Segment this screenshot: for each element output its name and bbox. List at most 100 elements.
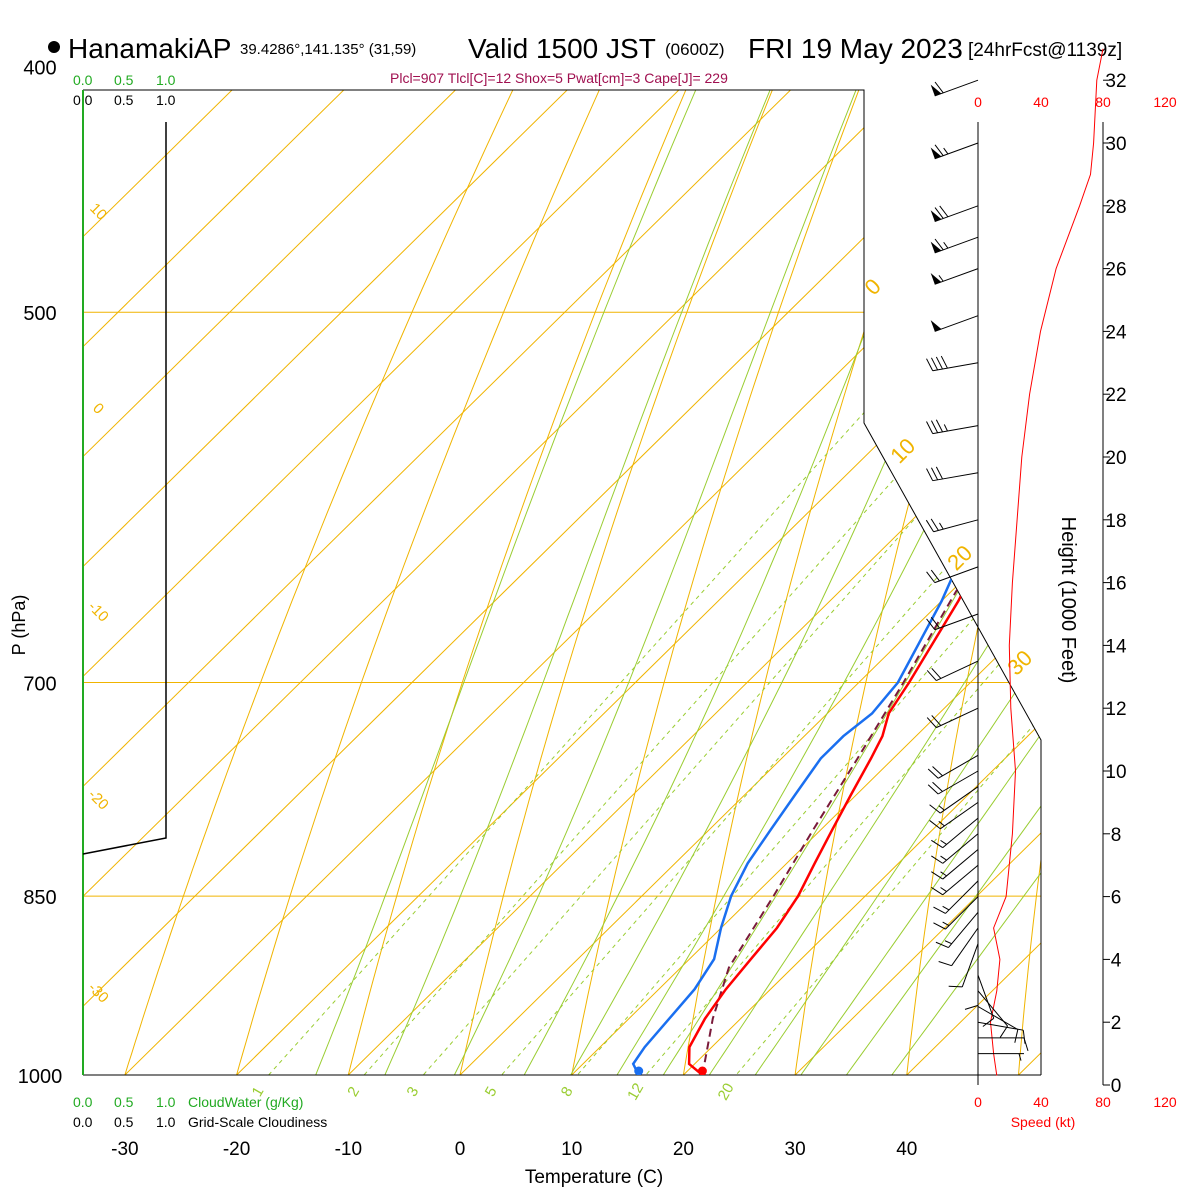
height-tick-label: 32 — [1105, 71, 1126, 92]
dry-adiabat-line — [1014, 90, 1041, 1075]
station-name: HanamakiAP — [68, 33, 231, 64]
wind-barb-full — [930, 616, 940, 629]
wind-layer — [925, 48, 1104, 1076]
wind-barb-full — [939, 205, 949, 218]
height-tick-label: 4 — [1111, 950, 1122, 971]
wind-barb — [978, 1037, 1029, 1052]
height-tick-label: 24 — [1105, 322, 1127, 343]
wind-barb-full — [931, 839, 944, 849]
wind-barb-flag — [930, 320, 942, 332]
surface-dewpoint-marker — [634, 1066, 644, 1075]
wind-barb-flag — [930, 210, 942, 222]
wind-barb-full — [931, 886, 944, 896]
isotherm-line — [83, 90, 1041, 1075]
y-axis-label: P (hPa) — [9, 595, 29, 656]
wind-barb-staff — [936, 660, 979, 681]
speed-tick: 120 — [1153, 1094, 1177, 1110]
wind-barb-staff — [951, 927, 979, 966]
wind-barb-staff — [932, 425, 979, 435]
cloudiness-label: Grid-Scale Cloudiness — [188, 1114, 327, 1130]
temperature-tick-label: 30 — [785, 1139, 806, 1160]
wind-barb-staff — [948, 911, 979, 948]
wind-barb — [977, 1006, 1019, 1043]
isotherm-line — [83, 90, 1041, 1075]
moist-adiabat-line — [539, 90, 1041, 1075]
wind-barb-staff — [934, 613, 979, 631]
wind-barb-staff — [942, 849, 979, 880]
mixing-ratio-label: 2 — [344, 1084, 363, 1100]
wind-barb — [927, 754, 979, 779]
x-axis-label: Temperature (C) — [525, 1167, 663, 1188]
wind-barb — [964, 959, 979, 1010]
wind-barb-half — [939, 522, 944, 530]
wind-barb — [931, 849, 979, 880]
wind-barb-full — [926, 571, 936, 583]
wind-barb — [929, 801, 979, 830]
wind-barb — [930, 236, 979, 254]
wind-barb-full — [935, 356, 943, 370]
wind-barb-staff — [932, 472, 979, 482]
wind-barb-full — [940, 355, 948, 369]
moist-adiabat-line — [807, 90, 1041, 1075]
wind-barb-full — [948, 985, 963, 988]
wind-barb-staff — [940, 786, 979, 814]
forecast-info: [24hrFcst@1139z] — [968, 40, 1122, 61]
grid-layer — [83, 90, 1041, 1075]
wind-barb — [926, 613, 979, 631]
wind-barb-full — [925, 519, 934, 532]
isotherm-line — [394, 90, 1041, 1075]
height-tick-label: 12 — [1105, 699, 1126, 720]
wind-barb — [933, 896, 979, 930]
height-tick-label: 20 — [1105, 448, 1126, 469]
cloudiness-tick: 0.5 — [114, 92, 134, 108]
label-layer: 2503004005007008501000-30-20-10010203040… — [18, 58, 1127, 1160]
wind-barb-full — [999, 1025, 1008, 1038]
parcel-profile-line — [701, 416, 1041, 1075]
wind-barb-full — [930, 467, 939, 481]
wind-barb — [926, 355, 979, 372]
wind-barb-half — [943, 241, 949, 249]
wind-barb — [926, 466, 979, 482]
dry-adiabat-line — [447, 90, 1035, 1075]
mixing-ratio-line — [316, 90, 1041, 1075]
wind-barb — [931, 864, 979, 896]
speed-axis-label: Speed (kt) — [1011, 1114, 1076, 1130]
mixing-ratio-label: 3 — [403, 1084, 422, 1100]
temperature-tick-label: 0 — [455, 1139, 466, 1160]
speed-tick: 40 — [1033, 1094, 1049, 1110]
moist-adiabat-line — [360, 90, 1037, 1075]
wind-barb-staff — [934, 315, 979, 332]
temperature-tick-label: -10 — [335, 1139, 362, 1160]
wind-barb-staff — [945, 880, 979, 914]
wind-barb-staff — [932, 362, 979, 372]
height-tick-label: 8 — [1111, 825, 1122, 846]
moist-adiabat-line — [717, 90, 1041, 1075]
wind-barb-full — [930, 518, 939, 531]
isotherm-line — [282, 90, 1041, 1075]
temperature-profile-line — [687, 90, 1041, 1075]
wind-barb-half — [943, 147, 949, 155]
wind-barb-full — [931, 715, 942, 726]
wind-barb-full — [933, 906, 946, 914]
wind-barb-half — [940, 887, 947, 892]
wind-barb-half — [938, 805, 945, 811]
temperature-tick-label: -20 — [223, 1139, 250, 1160]
wind-barb-half — [940, 871, 947, 877]
wind-barb — [926, 660, 979, 681]
wind-barb-staff — [977, 1006, 1019, 1030]
wind-barb — [926, 707, 979, 729]
valid-label: Valid 1500 JST — [468, 33, 656, 64]
height-tick-label: 16 — [1105, 574, 1126, 595]
mixing-ratio-line — [530, 90, 1041, 1075]
wind-barb-half — [938, 820, 945, 827]
dewpoint-profile-line — [631, 90, 1041, 1075]
isotherm-label: -30 — [85, 979, 112, 1006]
wind-barb — [977, 974, 995, 1027]
mixing-ratio-label: 20 — [715, 1080, 738, 1103]
dry-adiabat-line — [561, 90, 1041, 1075]
wind-barb — [929, 786, 979, 814]
wind-barb-full — [1014, 1029, 1019, 1043]
wind-barb — [978, 1053, 1024, 1061]
moist-adiabat-line — [851, 90, 1041, 1075]
speed-tick: 0 — [974, 1094, 982, 1110]
